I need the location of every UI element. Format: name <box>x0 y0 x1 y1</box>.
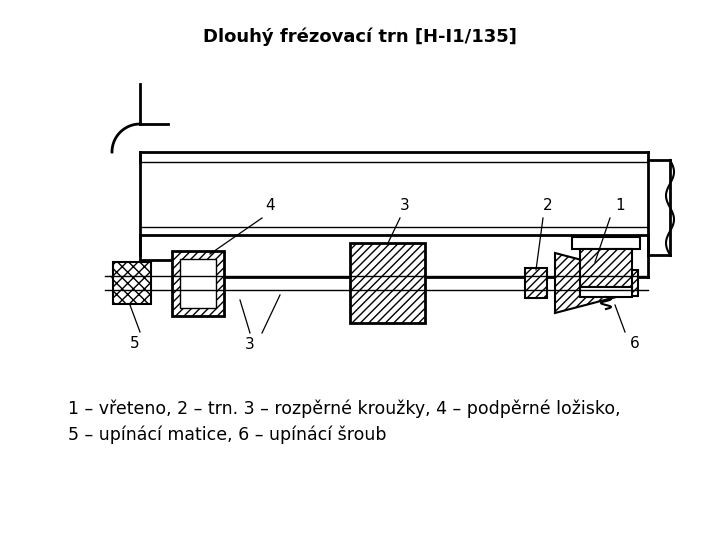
Text: 5: 5 <box>130 336 140 351</box>
Bar <box>172 251 224 316</box>
Text: 2: 2 <box>543 198 553 213</box>
Text: 4: 4 <box>265 198 275 213</box>
Text: 5 – upínácí matice, 6 – upínácí šroub: 5 – upínácí matice, 6 – upínácí šroub <box>68 425 387 443</box>
Bar <box>350 243 425 323</box>
Bar <box>580 249 632 287</box>
Text: 3: 3 <box>245 337 255 352</box>
Text: 3: 3 <box>400 198 410 213</box>
Bar <box>580 287 632 297</box>
Bar <box>180 259 216 308</box>
Text: 1: 1 <box>615 198 625 213</box>
Bar <box>572 237 640 249</box>
Text: Dlouhý frézovací trn [H-I1/135]: Dlouhý frézovací trn [H-I1/135] <box>203 28 517 46</box>
Polygon shape <box>555 253 638 313</box>
Bar <box>525 268 547 298</box>
Bar <box>113 262 151 304</box>
Text: 6: 6 <box>630 336 640 351</box>
Text: 1 – vřeteno, 2 – trn. 3 – rozpěrné kroužky, 4 – podpěrné ložisko,: 1 – vřeteno, 2 – trn. 3 – rozpěrné krouž… <box>68 400 621 418</box>
